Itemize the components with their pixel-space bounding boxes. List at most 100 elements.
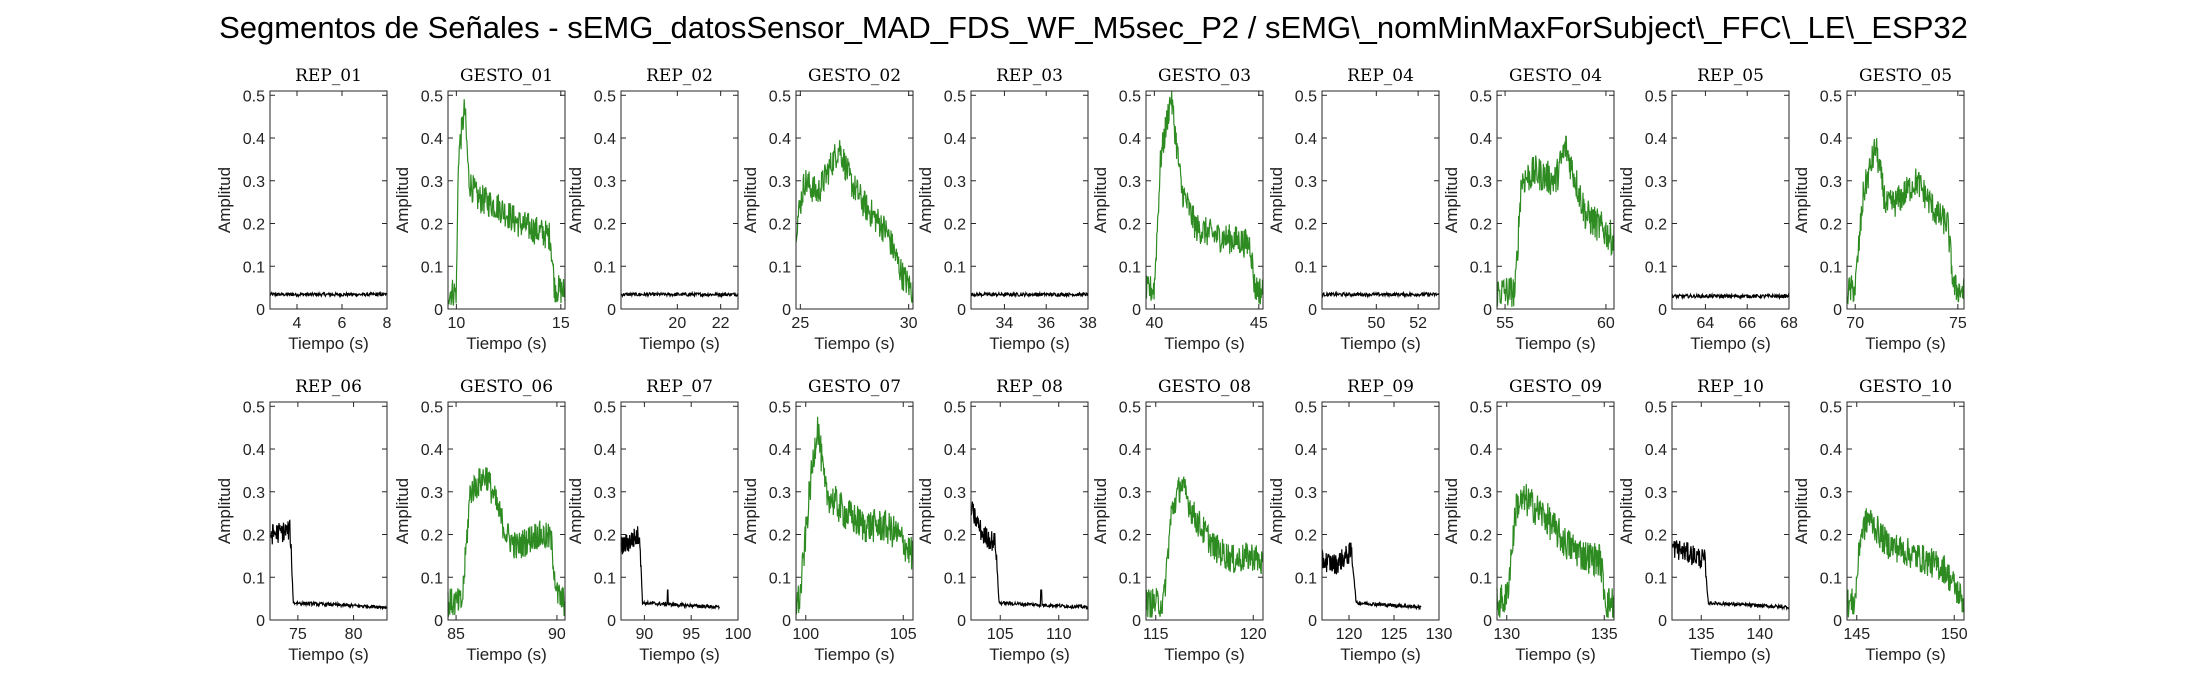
y-tick-label: 0.3 [421, 485, 443, 502]
subplot-title: REP_04 [1347, 66, 1414, 86]
subplot-rep-06: REP_06 0 0.1 0.2 0.3 0.4 0.5 75 80 Tiempo (s) Ampl… [215, 377, 388, 664]
subplot-title: GESTO_06 [460, 377, 553, 397]
y-tick-label: 0.2 [1119, 217, 1141, 234]
y-tick-label: 0.4 [1645, 442, 1667, 459]
y-tick-label: 0.3 [1119, 485, 1141, 502]
axes-box [447, 401, 566, 621]
y-tick-label: 0.4 [944, 442, 966, 459]
y-tick-label: 0.4 [1470, 131, 1492, 148]
y-tick-label: 0.3 [769, 485, 791, 502]
y-tick-label: 0.3 [594, 174, 616, 191]
y-tick-label: 0.2 [1470, 528, 1492, 545]
x-axis-label: Tiempo (s) [989, 334, 1070, 353]
y-axis-label: Amplitud [1792, 167, 1811, 233]
y-axis-label: Amplitud [741, 167, 760, 233]
y-tick-label: 0.5 [594, 399, 616, 416]
x-tick-label: 30 [900, 315, 918, 332]
axes-box [1321, 401, 1440, 621]
subplot-title: REP_01 [295, 66, 362, 86]
y-tick-label: 0.3 [769, 174, 791, 191]
y-tick-label: 0.4 [1820, 442, 1842, 459]
x-tick-label: 100 [725, 626, 752, 643]
x-axis-label: Tiempo (s) [1340, 645, 1421, 664]
y-axis-label: Amplitud [393, 167, 412, 233]
x-tick-label: 80 [345, 626, 363, 643]
y-tick-label: 0.4 [1645, 131, 1667, 148]
y-tick-label: 0.1 [769, 259, 791, 276]
x-tick-label: 140 [1746, 626, 1773, 643]
subplot-gesto-01: GESTO_01 0 0.1 0.2 0.3 0.4 0.5 10 15 Tiempo (s) Am… [393, 66, 570, 353]
y-tick-label: 0 [434, 613, 443, 630]
x-axis-label: Tiempo (s) [1340, 334, 1421, 353]
y-tick-label: 0.5 [1119, 88, 1141, 105]
x-axis-label: Tiempo (s) [989, 645, 1070, 664]
y-tick-label: 0.5 [243, 88, 265, 105]
signal-line [1496, 135, 1615, 308]
subplot-title: GESTO_10 [1859, 377, 1952, 397]
y-tick-label: 0.2 [1295, 528, 1317, 545]
signal-line [795, 140, 914, 303]
subplot-rep-07: REP_07 0 0.1 0.2 0.3 0.4 0.5 90 95 100 Tiempo (s) A… [566, 377, 751, 664]
y-tick-label: 0.4 [769, 131, 791, 148]
signal-line [1496, 483, 1615, 618]
subplot-title: REP_03 [996, 66, 1063, 86]
subplot-title: GESTO_01 [460, 66, 553, 86]
y-axis-label: Amplitud [1617, 478, 1636, 544]
x-axis-label: Tiempo (s) [1690, 334, 1771, 353]
axes-box [970, 90, 1089, 310]
x-tick-label: 120 [1336, 626, 1363, 643]
y-tick-label: 0.1 [421, 570, 443, 587]
axes-box [1671, 90, 1790, 310]
subplot-title: REP_10 [1697, 377, 1764, 397]
y-tick-label: 0.2 [1645, 528, 1667, 545]
x-axis-label: Tiempo (s) [639, 645, 720, 664]
y-tick-label: 0 [957, 302, 966, 319]
y-tick-label: 0.3 [944, 485, 966, 502]
y-tick-label: 0.3 [1820, 174, 1842, 191]
y-tick-label: 0 [1483, 302, 1492, 319]
y-tick-label: 0 [256, 302, 265, 319]
subplot-title: REP_07 [646, 377, 713, 397]
x-tick-label: 22 [712, 315, 730, 332]
y-tick-label: 0.3 [1295, 485, 1317, 502]
y-tick-label: 0.2 [243, 528, 265, 545]
x-axis-label: Tiempo (s) [288, 645, 369, 664]
signal-line [620, 526, 720, 611]
y-tick-label: 0.2 [243, 217, 265, 234]
y-tick-label: 0 [1308, 613, 1317, 630]
y-tick-label: 0.3 [1470, 174, 1492, 191]
signal-line [1846, 508, 1965, 618]
y-axis-label: Amplitud [1442, 478, 1461, 544]
y-tick-label: 0.5 [1470, 399, 1492, 416]
y-tick-label: 0.1 [1295, 259, 1317, 276]
y-axis-label: Amplitud [741, 478, 760, 544]
y-tick-label: 0.2 [1119, 528, 1141, 545]
y-tick-label: 0.2 [594, 217, 616, 234]
x-tick-label: 8 [383, 315, 392, 332]
y-tick-label: 0.1 [1645, 259, 1667, 276]
x-axis-label: Tiempo (s) [466, 645, 547, 664]
axes-box [795, 90, 914, 310]
axes-box [620, 90, 739, 310]
y-tick-label: 0.4 [421, 442, 443, 459]
x-tick-label: 6 [338, 315, 347, 332]
signal-line [970, 290, 1089, 299]
y-tick-label: 0.4 [769, 442, 791, 459]
x-tick-label: 75 [1949, 315, 1967, 332]
subplot-gesto-09: GESTO_09 0 0.1 0.2 0.3 0.4 0.5 130 135 Tiempo (s)… [1442, 377, 1618, 664]
subplot-title: GESTO_04 [1509, 66, 1602, 86]
y-tick-label: 0.1 [243, 259, 265, 276]
subplot-title: GESTO_05 [1859, 66, 1952, 86]
y-tick-label: 0 [1658, 302, 1667, 319]
x-tick-label: 110 [1046, 626, 1072, 643]
y-tick-label: 0.5 [769, 399, 791, 416]
y-tick-label: 0.3 [1295, 174, 1317, 191]
subplot-rep-01: REP_01 0 0.1 0.2 0.3 0.4 0.5 4 6 8 Tiempo (s) Ampli… [215, 66, 392, 353]
y-tick-label: 0.1 [1645, 570, 1667, 587]
y-tick-label: 0.4 [1470, 442, 1492, 459]
axes-box [1846, 401, 1965, 621]
subplot-rep-10: REP_10 0 0.1 0.2 0.3 0.4 0.5 135 140 Tiempo (s) Am… [1617, 377, 1790, 664]
